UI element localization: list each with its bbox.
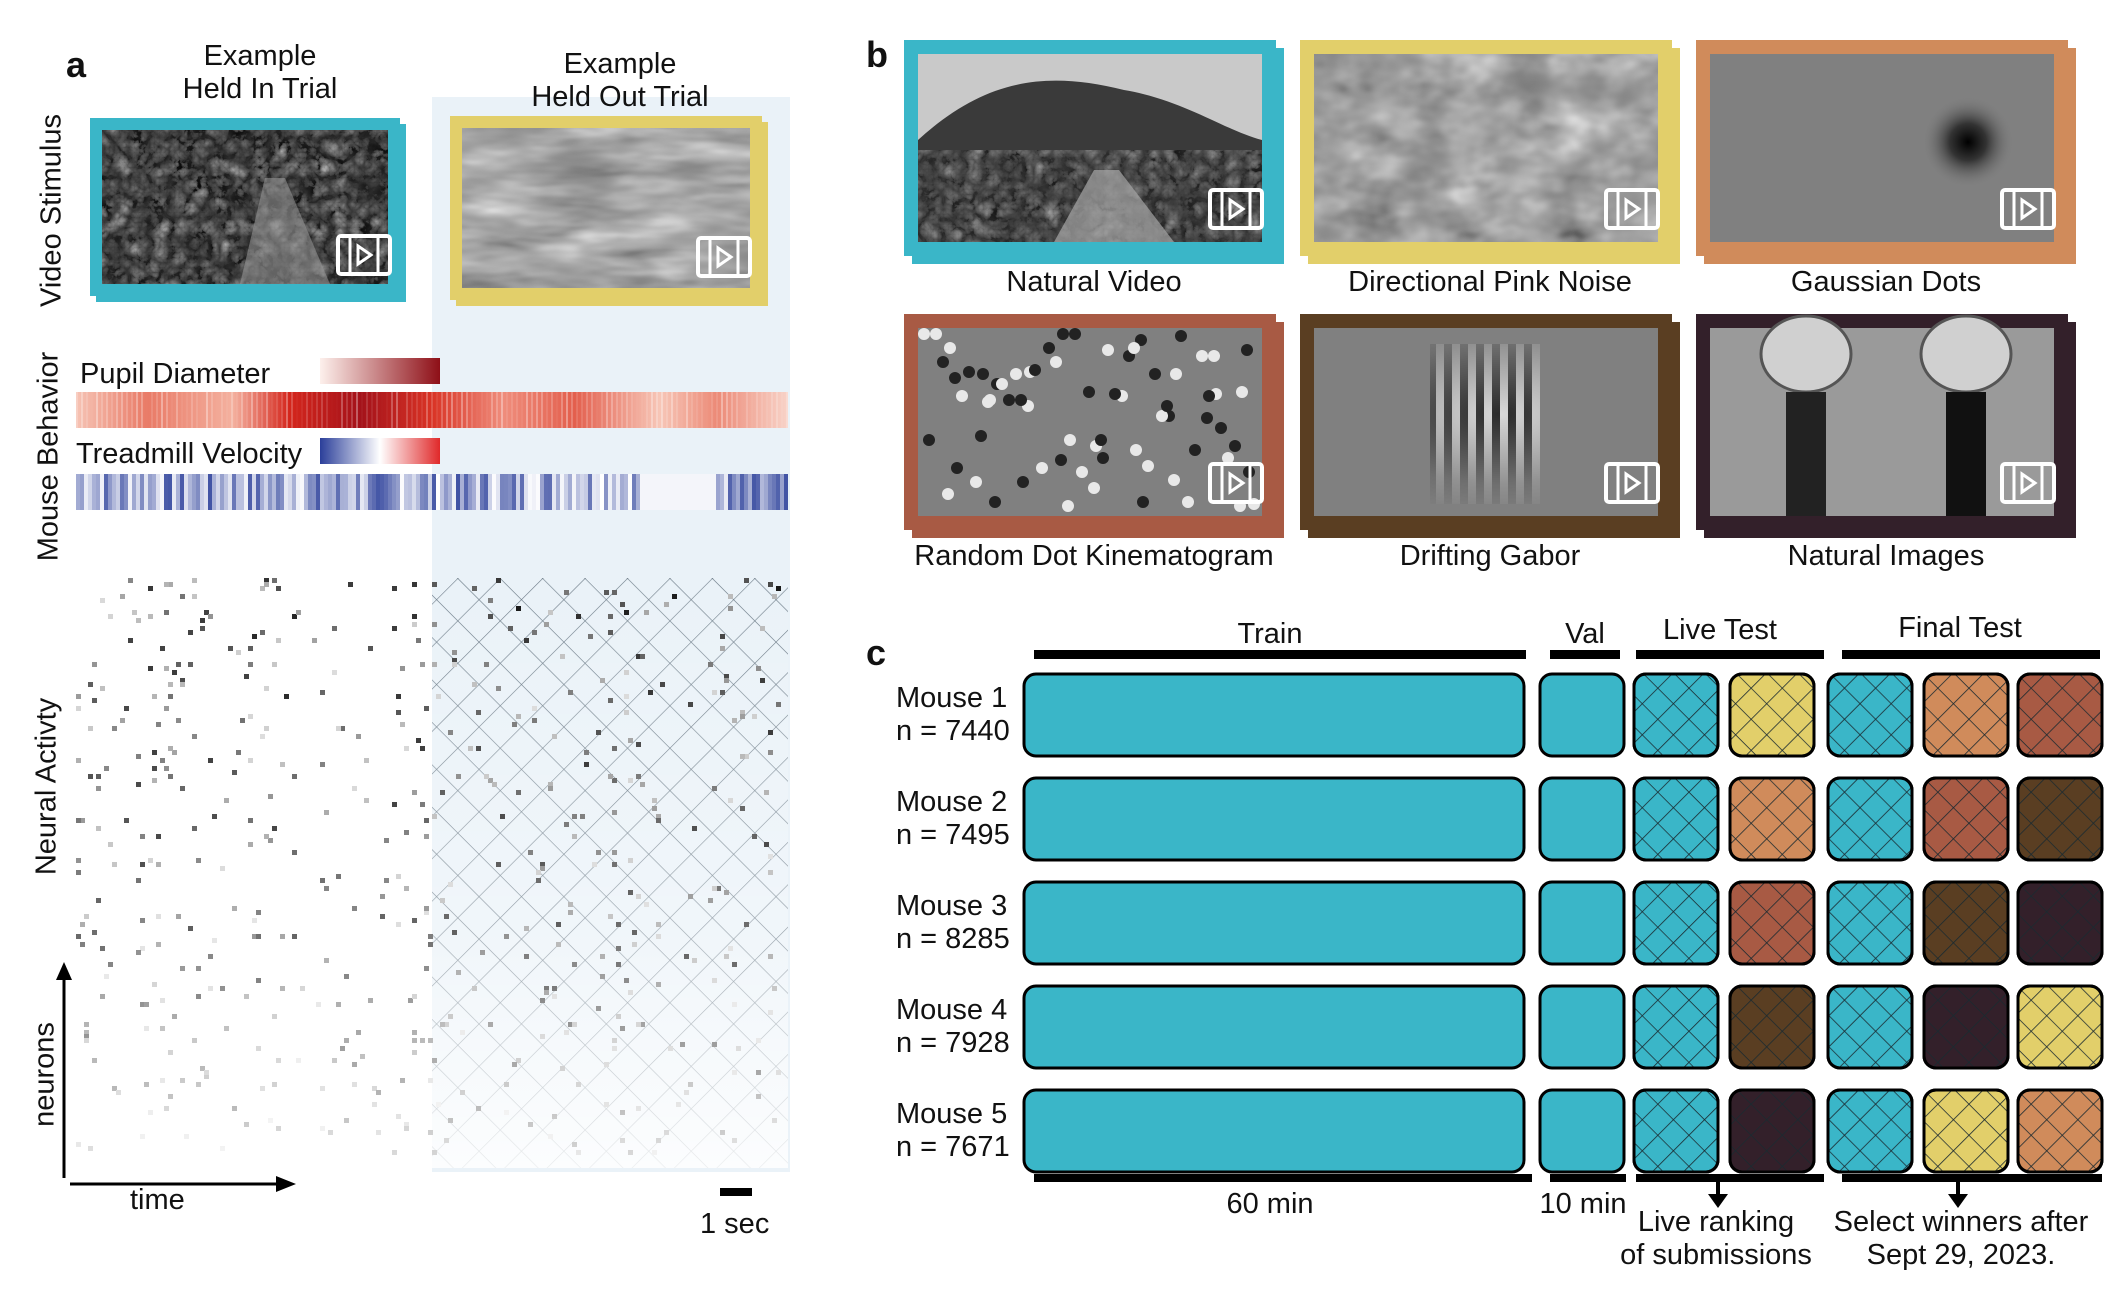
val-block [1538, 672, 1626, 758]
final-test-ood-1 [1922, 880, 2010, 966]
final-test-natural [1826, 880, 1914, 966]
val-duration: 10 min [1539, 1188, 1627, 1220]
stimulus-thumbnail-2 [1696, 40, 2076, 264]
mouse-row-4 [1022, 984, 2104, 1070]
mouse-label-1: Mouse 1 n = 7440 [896, 682, 1010, 748]
stimulus-label-1: Directional Pink Noise [1348, 266, 1632, 298]
train-block [1022, 672, 1526, 758]
final-test-ood-2 [2016, 672, 2104, 758]
header-rules [1034, 650, 2100, 659]
mouse-label-3: Mouse 3 n = 8285 [896, 890, 1010, 956]
final-test-ood-1 [1922, 984, 2010, 1070]
live-test-natural [1632, 984, 1720, 1070]
stimulus-label-3: Random Dot Kinematogram [914, 540, 1274, 572]
val-block [1538, 984, 1626, 1070]
pupil-colorbar [320, 358, 440, 384]
final-test-ood-2 [2016, 984, 2104, 1070]
held-in-title: Example Held In Trial [182, 40, 338, 106]
live-note: Live ranking of submissions [1620, 1206, 1812, 1272]
header-val: Val [1565, 618, 1605, 650]
mouse-row-5 [1022, 1088, 2104, 1174]
live-test-natural [1632, 1088, 1720, 1174]
scale-bar [720, 1188, 752, 1196]
stimulus-label-4: Drifting Gabor [1399, 540, 1581, 572]
final-test-natural [1826, 672, 1914, 758]
train-block [1022, 776, 1526, 862]
live-test-natural [1632, 672, 1720, 758]
footer-rules [1034, 1174, 2102, 1208]
stimulus-thumbnail-4 [1300, 314, 1680, 538]
train-block [1022, 1088, 1526, 1174]
stimulus-thumbnail-1 [1300, 40, 1680, 264]
header-train: Train [1237, 618, 1303, 650]
mouse-label-2: Mouse 2 n = 7495 [896, 786, 1010, 852]
held-out-video-thumbnail [450, 116, 768, 306]
held-out-title: Example Held Out Trial [531, 48, 709, 114]
header-live: Live Test [1663, 614, 1777, 646]
val-block [1538, 776, 1626, 862]
mouse-row-2 [1022, 776, 2104, 862]
final-test-ood-1 [1922, 1088, 2010, 1174]
mouse-label-4: Mouse 4 n = 7928 [896, 994, 1010, 1060]
stimulus-label-2: Gaussian Dots [1790, 266, 1982, 298]
final-test-natural [1826, 984, 1914, 1070]
pupil-trace [76, 392, 788, 428]
stimulus-label-0: Natural Video [1006, 266, 1182, 298]
row-label-behavior: Mouse Behavior [32, 351, 65, 562]
final-test-natural [1826, 1088, 1914, 1174]
video-icon [336, 234, 392, 276]
stimulus-label-5: Natural Images [1787, 540, 1985, 572]
final-test-ood-1 [1922, 776, 2010, 862]
final-test-ood-2 [2016, 1088, 2104, 1174]
val-block [1538, 880, 1626, 966]
final-test-natural [1826, 776, 1914, 862]
scale-label: 1 sec [700, 1208, 770, 1240]
final-test-ood-2 [2016, 776, 2104, 862]
final-note: Select winners after Sept 29, 2023. [1833, 1206, 2089, 1272]
live-test-ood [1728, 880, 1816, 966]
live-test-ood [1728, 776, 1816, 862]
held-in-video-thumbnail [90, 118, 406, 302]
val-block [1538, 1088, 1626, 1174]
train-block [1022, 880, 1526, 966]
row-label-neural: Neural Activty [30, 697, 63, 876]
final-test-ood-1 [1922, 672, 2010, 758]
live-test-ood [1728, 984, 1816, 1070]
treadmill-label: Treadmill Velocity [76, 438, 303, 470]
stimulus-thumbnail-3 [904, 314, 1284, 538]
train-block [1022, 984, 1526, 1070]
final-test-ood-2 [2016, 880, 2104, 966]
axis-time-label: time [130, 1184, 185, 1216]
raster-axes [56, 962, 296, 1192]
header-final: Final Test [1898, 612, 2022, 644]
mouse-row-3 [1022, 880, 2104, 966]
live-test-natural [1632, 776, 1720, 862]
stimulus-thumbnail-0 [904, 40, 1284, 264]
mouse-label-5: Mouse 5 n = 7671 [896, 1098, 1010, 1164]
train-duration: 60 min [1226, 1188, 1314, 1220]
pupil-label: Pupil Diameter [80, 358, 271, 390]
mouse-row-1 [1022, 672, 2104, 758]
panel-c-letter: c [866, 632, 887, 673]
panel-a-letter: a [66, 44, 87, 85]
axis-neurons-label: neurons [28, 1022, 61, 1127]
row-label-video: Video Stimulus [35, 114, 68, 307]
neural-raster [76, 578, 788, 1168]
live-test-ood [1728, 1088, 1816, 1174]
live-test-ood [1728, 672, 1816, 758]
stimulus-thumbnail-5 [1696, 314, 2076, 538]
treadmill-trace [76, 474, 788, 510]
live-test-natural [1632, 880, 1720, 966]
panel-b-letter: b [866, 34, 888, 75]
treadmill-colorbar [320, 438, 440, 464]
